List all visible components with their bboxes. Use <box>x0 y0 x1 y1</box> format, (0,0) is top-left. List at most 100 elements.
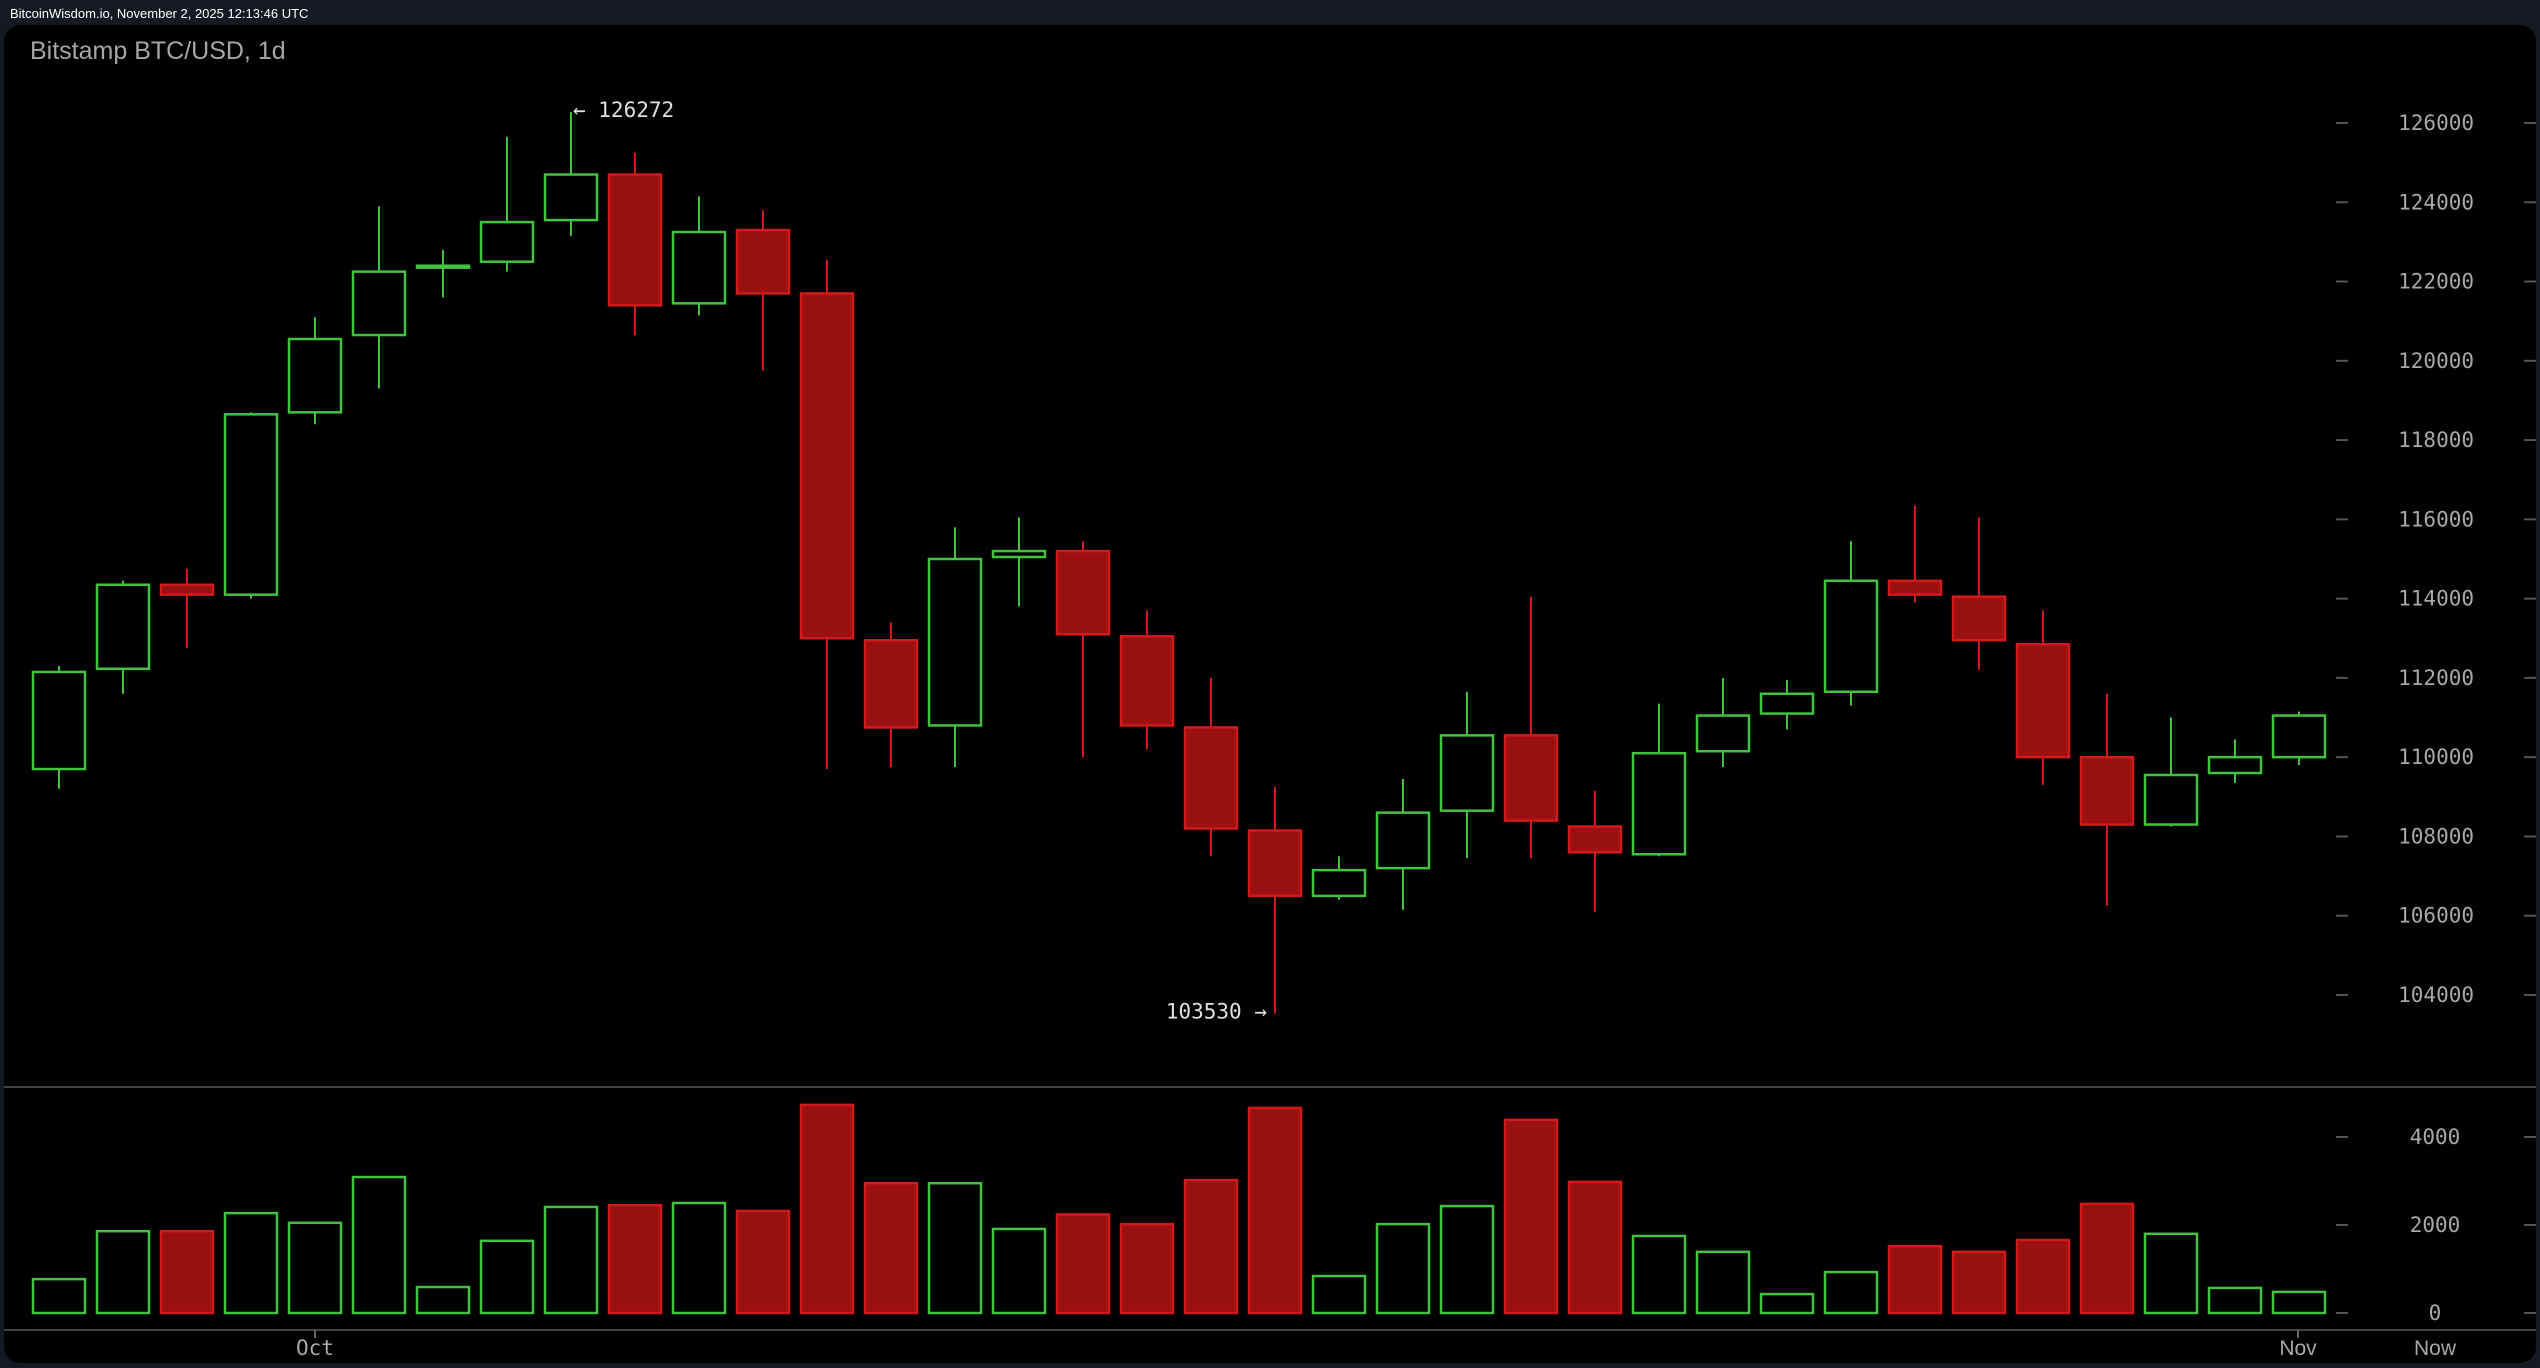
candle-up[interactable] <box>1311 856 1367 900</box>
candle-up[interactable] <box>31 665 87 789</box>
candle-up[interactable] <box>479 136 535 272</box>
volume-bar-up[interactable] <box>1375 1222 1431 1315</box>
candlestick-chart[interactable]: 104000 106000 108000 110000 112000 114000 1160… <box>4 25 2536 1363</box>
volume-bar-up[interactable] <box>2207 1286 2263 1315</box>
volume-bar-down[interactable] <box>863 1181 919 1315</box>
x-label-oct: Oct <box>296 1336 334 1360</box>
candle-up[interactable] <box>1631 703 1687 857</box>
volume-bar-down[interactable] <box>799 1103 855 1315</box>
volume-bar-down[interactable] <box>1503 1118 1559 1315</box>
candle-up[interactable] <box>991 517 1047 607</box>
candle-down[interactable] <box>735 210 791 371</box>
candle-up[interactable] <box>2271 711 2327 766</box>
price-axis: 104000 106000 108000 110000 112000 114000 1160… <box>2336 111 2536 1007</box>
chart-title: Bitstamp BTC/USD, 1d <box>30 37 286 65</box>
volume-bar-up[interactable] <box>31 1277 87 1315</box>
candle-up[interactable] <box>927 527 983 768</box>
candle-down[interactable] <box>159 568 215 649</box>
volume-bar-down[interactable] <box>735 1209 791 1315</box>
time-axis: Oct Nov Now <box>4 1086 2536 1360</box>
price-tick-label: 118000 <box>2398 428 2474 452</box>
candle-down[interactable] <box>1055 541 1111 758</box>
price-tick-label: 106000 <box>2398 904 2474 928</box>
candle-up[interactable] <box>1439 691 1495 859</box>
candle-up[interactable] <box>2143 717 2199 827</box>
candle-up[interactable] <box>1823 541 1879 706</box>
price-tick-label: 120000 <box>2398 349 2474 373</box>
candles-layer <box>31 112 2327 1014</box>
volume-bar-up[interactable] <box>1759 1292 1815 1315</box>
price-tick-label: 110000 <box>2398 745 2474 769</box>
candle-down[interactable] <box>1567 790 1623 912</box>
annotations-layer: ← 126272 103530 → <box>573 98 1267 1023</box>
volume-bar-down[interactable] <box>1119 1222 1175 1315</box>
volume-bar-up[interactable] <box>991 1227 1047 1315</box>
low-annotation: 103530 → <box>1166 1000 1267 1024</box>
volume-tick-label: 2000 <box>2410 1213 2461 1237</box>
volume-tick-label: 4000 <box>2410 1125 2461 1149</box>
volume-bar-down[interactable] <box>159 1229 215 1315</box>
price-tick-label: 108000 <box>2398 824 2474 848</box>
volume-axis: 0 2000 4000 <box>2336 1125 2536 1325</box>
volume-bar-up[interactable] <box>1631 1234 1687 1315</box>
candle-up[interactable] <box>671 196 727 316</box>
candle-down[interactable] <box>1119 610 1175 750</box>
source-timestamp-line: BitcoinWisdom.io, November 2, 2025 12:13… <box>10 6 309 21</box>
candle-down[interactable] <box>1887 505 1943 603</box>
volume-bar-down[interactable] <box>1567 1180 1623 1315</box>
candle-down[interactable] <box>607 152 663 336</box>
volume-bar-up[interactable] <box>543 1205 599 1315</box>
candle-down[interactable] <box>1183 677 1239 857</box>
volume-bars-layer <box>31 1103 2327 1315</box>
volume-bar-up[interactable] <box>2143 1232 2199 1315</box>
price-tick-label: 114000 <box>2398 587 2474 611</box>
volume-bar-down[interactable] <box>1247 1106 1303 1315</box>
candle-up[interactable] <box>223 412 279 599</box>
candle-down[interactable] <box>1247 786 1303 1014</box>
volume-tick-label: 0 <box>2429 1301 2442 1325</box>
candle-down[interactable] <box>799 259 855 770</box>
volume-bar-up[interactable] <box>287 1221 343 1315</box>
volume-bar-down[interactable] <box>607 1203 663 1315</box>
price-tick-label: 126000 <box>2398 111 2474 135</box>
volume-bar-up[interactable] <box>1823 1270 1879 1315</box>
price-tick-label: 112000 <box>2398 666 2474 690</box>
candle-down[interactable] <box>1503 596 1559 859</box>
candle-up[interactable] <box>1695 677 1751 768</box>
volume-bar-up[interactable] <box>223 1211 279 1315</box>
price-tick-label: 104000 <box>2398 983 2474 1007</box>
volume-bar-down[interactable] <box>1055 1213 1111 1315</box>
candle-up[interactable] <box>543 112 599 236</box>
candle-down[interactable] <box>863 622 919 768</box>
volume-bar-up[interactable] <box>415 1285 471 1315</box>
volume-bar-up[interactable] <box>1695 1250 1751 1315</box>
price-tick-label: 122000 <box>2398 270 2474 294</box>
chart-panel: Bitstamp BTC/USD, 1d 104000 106000 108000 1… <box>4 25 2536 1363</box>
volume-bar-up[interactable] <box>1439 1204 1495 1315</box>
candle-down[interactable] <box>2079 693 2135 906</box>
x-label-now: Now <box>2414 1337 2457 1360</box>
volume-bar-up[interactable] <box>2271 1290 2327 1315</box>
candle-up[interactable] <box>415 249 471 298</box>
volume-bar-up[interactable] <box>479 1239 535 1315</box>
candle-up[interactable] <box>2207 739 2263 783</box>
x-label-nov: Nov <box>2279 1337 2317 1360</box>
candle-up[interactable] <box>351 206 407 389</box>
volume-bar-down[interactable] <box>2079 1202 2135 1315</box>
volume-bar-down[interactable] <box>1183 1178 1239 1315</box>
volume-bar-up[interactable] <box>351 1175 407 1315</box>
candle-up[interactable] <box>1759 679 1815 730</box>
candle-up[interactable] <box>1375 778 1431 910</box>
volume-bar-down[interactable] <box>2015 1238 2071 1315</box>
volume-bar-up[interactable] <box>95 1229 151 1315</box>
candle-down[interactable] <box>2015 610 2071 785</box>
volume-bar-up[interactable] <box>1311 1274 1367 1315</box>
volume-bar-down[interactable] <box>1887 1244 1943 1315</box>
volume-bar-down[interactable] <box>1951 1250 2007 1315</box>
price-tick-label: 124000 <box>2398 190 2474 214</box>
volume-bar-up[interactable] <box>671 1201 727 1315</box>
candle-up[interactable] <box>287 317 343 425</box>
candle-down[interactable] <box>1951 517 2007 670</box>
candle-up[interactable] <box>95 580 151 694</box>
volume-bar-up[interactable] <box>927 1181 983 1315</box>
